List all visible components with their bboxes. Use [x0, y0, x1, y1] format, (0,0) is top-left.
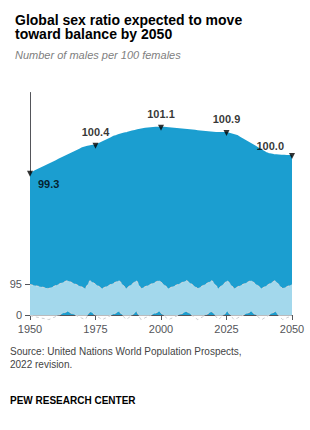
svg-text:99.3: 99.3	[38, 178, 59, 190]
svg-text:2025: 2025	[214, 323, 238, 335]
svg-text:100.4: 100.4	[82, 126, 110, 138]
svg-text:Global sex ratio expected to m: Global sex ratio expected to move	[15, 12, 243, 28]
svg-text:PEW RESEARCH CENTER: PEW RESEARCH CENTER	[10, 395, 136, 406]
svg-text:2000: 2000	[149, 323, 173, 335]
svg-text:95: 95	[10, 278, 22, 290]
svg-text:1975: 1975	[83, 323, 107, 335]
svg-text:toward balance by 2050: toward balance by 2050	[15, 26, 172, 42]
svg-text:0: 0	[16, 309, 22, 321]
svg-text:2022 revision.: 2022 revision.	[10, 359, 72, 370]
svg-text:Number of males per 100 female: Number of males per 100 females	[15, 49, 181, 61]
svg-text:1950: 1950	[18, 323, 42, 335]
svg-text:100.9: 100.9	[213, 113, 241, 125]
svg-text:2050: 2050	[280, 323, 304, 335]
svg-text:101.1: 101.1	[147, 108, 175, 120]
svg-text:Source: United Nations World P: Source: United Nations World Population …	[10, 346, 242, 357]
svg-text:100.0: 100.0	[256, 140, 284, 152]
